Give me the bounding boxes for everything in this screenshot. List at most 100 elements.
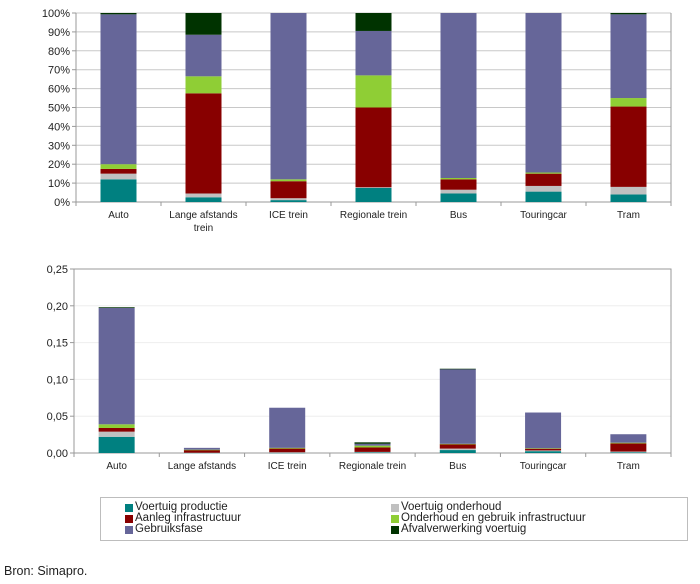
y-tick-label: 100% (42, 8, 70, 20)
legend-item: Onderhoud en gebruik infrastructuur (391, 512, 586, 524)
bar-segment-onderhoud-en-gebruik-infrastructuur (525, 448, 562, 449)
legend-label: Aanleg infrastructuur (135, 512, 242, 524)
y-tick-label: 70% (48, 65, 70, 77)
bar-segment-gebruiksfase (100, 14, 137, 165)
bar-segment-aanleg-infrastructuur (525, 173, 562, 186)
bar-segment-gebruiksfase (269, 407, 306, 448)
legend-swatch (391, 525, 399, 534)
bar-segment-gebruiksfase (98, 308, 135, 425)
bar-segment-aanleg-infrastructuur (98, 427, 135, 432)
bar-segment-onderhoud-en-gebruik-infrastructuur (185, 76, 222, 94)
bar-segment-voertuig-productie (610, 452, 647, 453)
bar-segment-voertuig-onderhoud (525, 185, 562, 192)
bar-segment-onderhoud-en-gebruik-infrastructuur (525, 172, 562, 174)
y-tick-label: 60% (48, 84, 70, 96)
bar-segment-aanleg-infrastructuur (610, 443, 647, 452)
bar-segment-afvalverwerking-voertuig (610, 13, 647, 15)
bar-segment-gebruiksfase (270, 13, 307, 180)
x-category-label: Tram (617, 461, 640, 472)
x-category-label: ICE trein (268, 461, 307, 472)
bar-segment-afvalverwerking-voertuig (354, 442, 391, 444)
x-category-label: Touringcar (520, 210, 567, 221)
bar-segment-voertuig-productie (269, 452, 306, 454)
y-tick-label: 0,10 (47, 374, 68, 386)
x-category-label: Regionale trein (340, 210, 407, 221)
legend-item: Afvalverwerking voertuig (391, 523, 527, 535)
x-category-label: ICE trein (269, 210, 308, 221)
bar-segment-gebruiksfase (355, 30, 392, 76)
x-category-label: Bus (449, 461, 466, 472)
bar-segment-voertuig-productie (440, 193, 477, 202)
bar-segment-afvalverwerking-voertuig (355, 13, 392, 31)
legend-swatch (391, 503, 399, 512)
bar-segment-voertuig-productie (525, 451, 562, 453)
bar-segment-onderhoud-en-gebruik-infrastructuur (270, 179, 307, 182)
bar-segment-onderhoud-en-gebruik-infrastructuur (440, 177, 477, 180)
bar-segment-gebruiksfase (183, 447, 220, 450)
bar-segment-voertuig-productie (185, 197, 222, 202)
legend-swatch (391, 514, 399, 523)
x-category-label: Regionale trein (339, 461, 406, 472)
y-tick-label: 10% (48, 178, 70, 190)
bar-segment-gebruiksfase (525, 412, 562, 449)
bar-segment-gebruiksfase (354, 443, 391, 446)
y-tick-label: 0,05 (47, 411, 68, 423)
bar-segment-voertuig-productie (354, 452, 391, 453)
legend-swatch (125, 503, 133, 512)
y-tick-label: 0,15 (47, 338, 68, 350)
bar-segment-onderhoud-en-gebruik-infrastructuur (183, 449, 220, 451)
bar-segment-onderhoud-en-gebruik-infrastructuur (610, 442, 647, 444)
bar-segment-aanleg-infrastructuur (183, 450, 220, 453)
bar-segment-onderhoud-en-gebruik-infrastructuur (354, 445, 391, 448)
bar-segment-aanleg-infrastructuur (525, 448, 562, 451)
bar-segment-voertuig-productie (98, 436, 135, 453)
x-category-label: Touringcar (520, 461, 567, 472)
bar-segment-aanleg-infrastructuur (270, 181, 307, 199)
legend-item: Gebruiksfase (125, 523, 203, 535)
bar-segment-onderhoud-en-gebruik-infrastructuur (98, 424, 135, 428)
y-tick-label: 0,00 (47, 448, 68, 460)
legend-item: Voertuig productie (125, 501, 228, 513)
bar-segment-onderhoud-en-gebruik-infrastructuur (355, 75, 392, 108)
bar-segment-aanleg-infrastructuur (354, 447, 391, 452)
bar-segment-aanleg-infrastructuur (610, 106, 647, 187)
y-tick-label: 90% (48, 27, 70, 39)
bar-segment-voertuig-productie (270, 200, 307, 202)
bar-segment-voertuig-productie (525, 191, 562, 202)
bar-segment-voertuig-onderhoud (354, 451, 391, 453)
legend-swatch (125, 525, 133, 534)
bar-segment-voertuig-onderhoud (439, 448, 476, 451)
bar-segment-aanleg-infrastructuur (185, 93, 222, 194)
y-tick-label: 50% (48, 103, 70, 115)
plot-border (73, 268, 672, 454)
bar-segment-voertuig-productie (439, 450, 476, 453)
bar-segment-gebruiksfase (440, 13, 477, 178)
y-tick-label: 0,20 (47, 301, 68, 313)
bar-segment-gebruiksfase (525, 13, 562, 173)
bar-segment-onderhoud-en-gebruik-infrastructuur (269, 447, 306, 449)
legend: Voertuig productie Voertuig onderhoud Aanl… (100, 497, 688, 541)
y-tick-label: 30% (48, 140, 70, 152)
bar-segment-aanleg-infrastructuur (440, 179, 477, 190)
bar-segment-afvalverwerking-voertuig (98, 307, 135, 309)
bar-segment-voertuig-onderhoud (355, 187, 392, 188)
x-category-label: Lange afstands (169, 210, 237, 221)
bar-segment-voertuig-onderhoud (610, 186, 647, 195)
y-tick-label: 80% (48, 46, 70, 58)
bar-segment-onderhoud-en-gebruik-infrastructuur (439, 443, 476, 445)
y-tick-label: 20% (48, 159, 70, 171)
legend-label: Onderhoud en gebruik infrastructuur (401, 512, 586, 524)
bar-segment-gebruiksfase (610, 434, 647, 443)
bar-segment-voertuig-onderhoud (185, 193, 222, 198)
bar-segment-onderhoud-en-gebruik-infrastructuur (100, 164, 137, 169)
legend-label: Afvalverwerking voertuig (401, 523, 527, 535)
source-note: Bron: Simapro. (4, 564, 88, 578)
bar-segment-aanleg-infrastructuur (355, 107, 392, 188)
y-tick-label: 0,25 (47, 264, 68, 276)
x-category-label: Tram (617, 210, 640, 221)
bar-segment-afvalverwerking-voertuig (185, 13, 222, 35)
bar-segment-aanleg-infrastructuur (439, 444, 476, 449)
y-tick-label: 0% (54, 197, 70, 209)
bar-segment-afvalverwerking-voertuig (439, 368, 476, 370)
bar-segment-voertuig-onderhoud (269, 452, 306, 453)
